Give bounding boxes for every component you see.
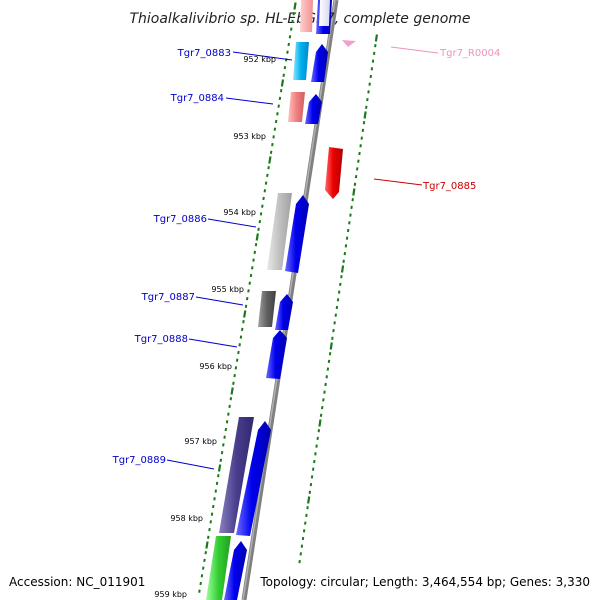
accession-text: Accession: NC_011901 — [9, 575, 145, 589]
ruler-tick — [340, 265, 345, 273]
topology-summary: Topology: circular; Length: 3,464,554 bp… — [259, 575, 590, 589]
gene-0883-cds — [311, 44, 328, 82]
gene-label-0889[interactable]: Tgr7_0889 — [112, 455, 166, 466]
ruler-tick — [329, 342, 333, 350]
tick-label-956: 956 kbp — [199, 362, 232, 371]
leader-0883 — [232, 51, 293, 61]
ruler-tick — [243, 310, 247, 318]
ruler-tick — [293, 2, 297, 10]
gene-label-0883[interactable]: Tgr7_0883 — [177, 48, 231, 59]
leader-0888 — [188, 338, 238, 348]
rna-r0004-marker — [342, 40, 356, 47]
leader-0885 — [373, 178, 423, 186]
ruler-tick — [280, 79, 285, 87]
gene-0884-cds — [305, 94, 322, 124]
gene-0888-cds — [266, 330, 287, 379]
gene-label-0887[interactable]: Tgr7_0887 — [141, 292, 195, 303]
gene-0884-product — [288, 92, 305, 122]
gene-0887-product — [258, 291, 276, 327]
ruler-tick — [363, 111, 367, 119]
leader-0886 — [207, 218, 257, 228]
outer-tick-ruler — [298, 34, 379, 564]
gene-label-0886[interactable]: Tgr7_0886 — [153, 214, 207, 225]
map-title: Thioalkalivibrio sp. HL-EbGR7, complete … — [129, 11, 470, 27]
gene-0886-cds — [285, 195, 309, 273]
inner-tick-ruler — [198, 2, 297, 593]
gene-partial-top-left — [300, 0, 313, 32]
ruler-tick — [255, 233, 259, 241]
gene-0885-cds — [325, 147, 343, 199]
gene-0887-cds — [275, 294, 293, 330]
leader-r0004 — [390, 46, 439, 54]
ruler-tick — [230, 387, 234, 395]
gene-0889-cds — [236, 421, 271, 536]
tick-label-953: 953 kbp — [233, 132, 266, 141]
gene-label-0885[interactable]: Tgr7_0885 — [422, 181, 476, 192]
ruler-tick — [205, 541, 209, 549]
gene-label-0888[interactable]: Tgr7_0888 — [134, 334, 188, 345]
ruler-tick — [318, 419, 322, 427]
gene-0883-product — [293, 42, 309, 80]
ruler-tick — [217, 464, 222, 472]
gene-label-r0004[interactable]: Tgr7_R0004 — [439, 48, 500, 59]
ruler-tick — [268, 156, 272, 164]
tick-label-958: 958 kbp — [170, 514, 203, 523]
gene-bottom-cds — [224, 541, 247, 600]
gene-partial-top-right-inner — [319, 0, 330, 26]
gene-bottom-green — [206, 536, 231, 600]
leader-0889 — [166, 459, 215, 470]
gene-label-0884[interactable]: Tgr7_0884 — [170, 93, 224, 104]
tick-label-955: 955 kbp — [211, 285, 244, 294]
leader-0884 — [225, 97, 274, 105]
ruler-tick — [374, 34, 379, 42]
ruler-tick — [352, 188, 356, 196]
tick-label-954: 954 kbp — [223, 208, 256, 217]
tick-label-959: 959 kbp — [154, 590, 187, 599]
gene-0886-product — [267, 193, 292, 270]
ruler-tick — [307, 496, 311, 504]
leader-0887 — [195, 296, 244, 306]
tick-label-957: 957 kbp — [184, 437, 217, 446]
tick-label-952: 952 kbp — [243, 55, 276, 64]
gene-0889-product — [219, 417, 254, 533]
